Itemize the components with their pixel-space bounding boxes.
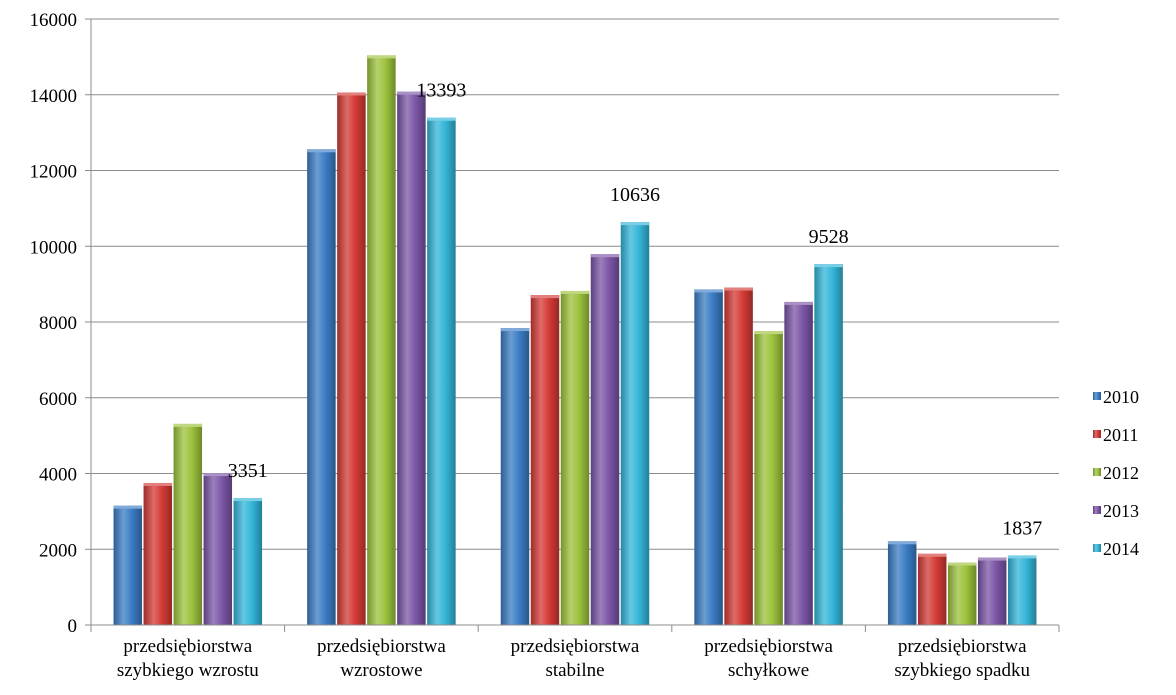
legend-label-2013: 2013 bbox=[1103, 501, 1139, 521]
bar-cap bbox=[203, 473, 233, 477]
bar-2014 bbox=[1007, 555, 1037, 625]
bar-2010 bbox=[500, 328, 530, 625]
legend-label-2012: 2012 bbox=[1103, 463, 1139, 483]
y-tick-label: 12000 bbox=[30, 162, 78, 183]
bar-2010 bbox=[113, 505, 143, 625]
bar-2013 bbox=[203, 473, 233, 625]
y-tick-label: 4000 bbox=[39, 465, 77, 486]
bar-2012 bbox=[560, 290, 590, 625]
bar-2014 bbox=[620, 222, 650, 625]
bars bbox=[113, 55, 1037, 626]
bar-cap bbox=[337, 92, 366, 96]
bar-2010 bbox=[307, 149, 336, 626]
legend: 2010 2011 2012 2013 2014 bbox=[1093, 387, 1139, 559]
labels: 0 2000 4000 6000 8000 10000 12000 14000 16000 prz… bbox=[30, 10, 1043, 681]
legend-label-2014: 2014 bbox=[1103, 539, 1139, 559]
legend-label-2011: 2011 bbox=[1103, 425, 1138, 445]
bar-2011 bbox=[917, 553, 947, 625]
bar-cap bbox=[113, 505, 143, 509]
category-label: przedsiębiorstwa schyłkowe bbox=[704, 636, 833, 681]
bar-cap bbox=[530, 295, 560, 299]
bar-cap bbox=[620, 222, 650, 226]
bar-2011 bbox=[337, 92, 366, 626]
bar-2013 bbox=[977, 557, 1007, 625]
category-label: przedsiębiorstwa szybkiego wzrostu bbox=[117, 636, 259, 681]
legend-swatch-2012 bbox=[1093, 468, 1101, 476]
category-label: przedsiębiorstwa wzrostowe bbox=[317, 636, 446, 681]
bar-2013 bbox=[784, 301, 813, 625]
category-label: przedsiębiorstwa szybkiego spadku bbox=[894, 636, 1030, 681]
legend-swatch-2013 bbox=[1093, 506, 1101, 514]
bar-cap bbox=[307, 149, 336, 153]
legend-label-2010: 2010 bbox=[1103, 387, 1139, 407]
bar-cap bbox=[784, 301, 813, 305]
bar-cap bbox=[427, 117, 456, 121]
bar-cap bbox=[694, 289, 723, 293]
data-label: 9528 bbox=[809, 226, 849, 248]
bar-2011 bbox=[530, 295, 560, 625]
y-tick-label: 14000 bbox=[30, 86, 78, 107]
bar-2013 bbox=[397, 91, 426, 626]
y-tick-label: 16000 bbox=[30, 10, 78, 31]
data-label: 13393 bbox=[416, 80, 466, 102]
legend-swatch-2014 bbox=[1093, 544, 1101, 552]
bar-cap bbox=[754, 331, 783, 335]
bar-cap bbox=[397, 91, 426, 95]
bar-2014 bbox=[427, 117, 456, 626]
y-tick-label: 0 bbox=[68, 616, 78, 637]
y-tick-label: 8000 bbox=[39, 313, 77, 334]
bar-cap bbox=[173, 423, 203, 427]
bar-2012 bbox=[173, 423, 203, 625]
legend-swatch-2011 bbox=[1093, 430, 1101, 438]
data-label: 3351 bbox=[228, 460, 268, 482]
data-label: 1837 bbox=[1002, 517, 1042, 539]
bar-2011 bbox=[143, 482, 173, 625]
bar-2011 bbox=[724, 287, 753, 625]
legend-swatch-2010 bbox=[1093, 392, 1101, 400]
bar-cap bbox=[814, 264, 843, 268]
bar-2010 bbox=[887, 541, 917, 625]
bar-2014 bbox=[814, 264, 843, 625]
y-tick-label: 2000 bbox=[39, 540, 77, 561]
bar-cap bbox=[233, 498, 263, 502]
bar-cap bbox=[500, 328, 530, 332]
data-label: 10636 bbox=[610, 184, 660, 206]
bar-2014 bbox=[233, 498, 263, 625]
bar-cap bbox=[143, 482, 173, 486]
category-label: przedsiębiorstwa stabilne bbox=[511, 636, 640, 681]
bar-2012 bbox=[947, 562, 977, 625]
bar-cap bbox=[887, 541, 917, 545]
axes bbox=[85, 18, 1060, 632]
y-tick-label: 6000 bbox=[39, 389, 77, 410]
bar-cap bbox=[590, 254, 620, 258]
bar-cap bbox=[367, 55, 396, 59]
y-tick-label: 10000 bbox=[30, 237, 78, 258]
bar-cap bbox=[560, 290, 590, 294]
bar-cap bbox=[917, 553, 947, 557]
bar-cap bbox=[947, 562, 977, 566]
bar-2012 bbox=[754, 331, 783, 625]
bar-2010 bbox=[694, 289, 723, 625]
bar-cap bbox=[977, 557, 1007, 561]
bar-cap bbox=[724, 287, 753, 291]
bar-2012 bbox=[367, 55, 396, 626]
bar-cap bbox=[1007, 555, 1037, 559]
bar-2013 bbox=[590, 254, 620, 626]
